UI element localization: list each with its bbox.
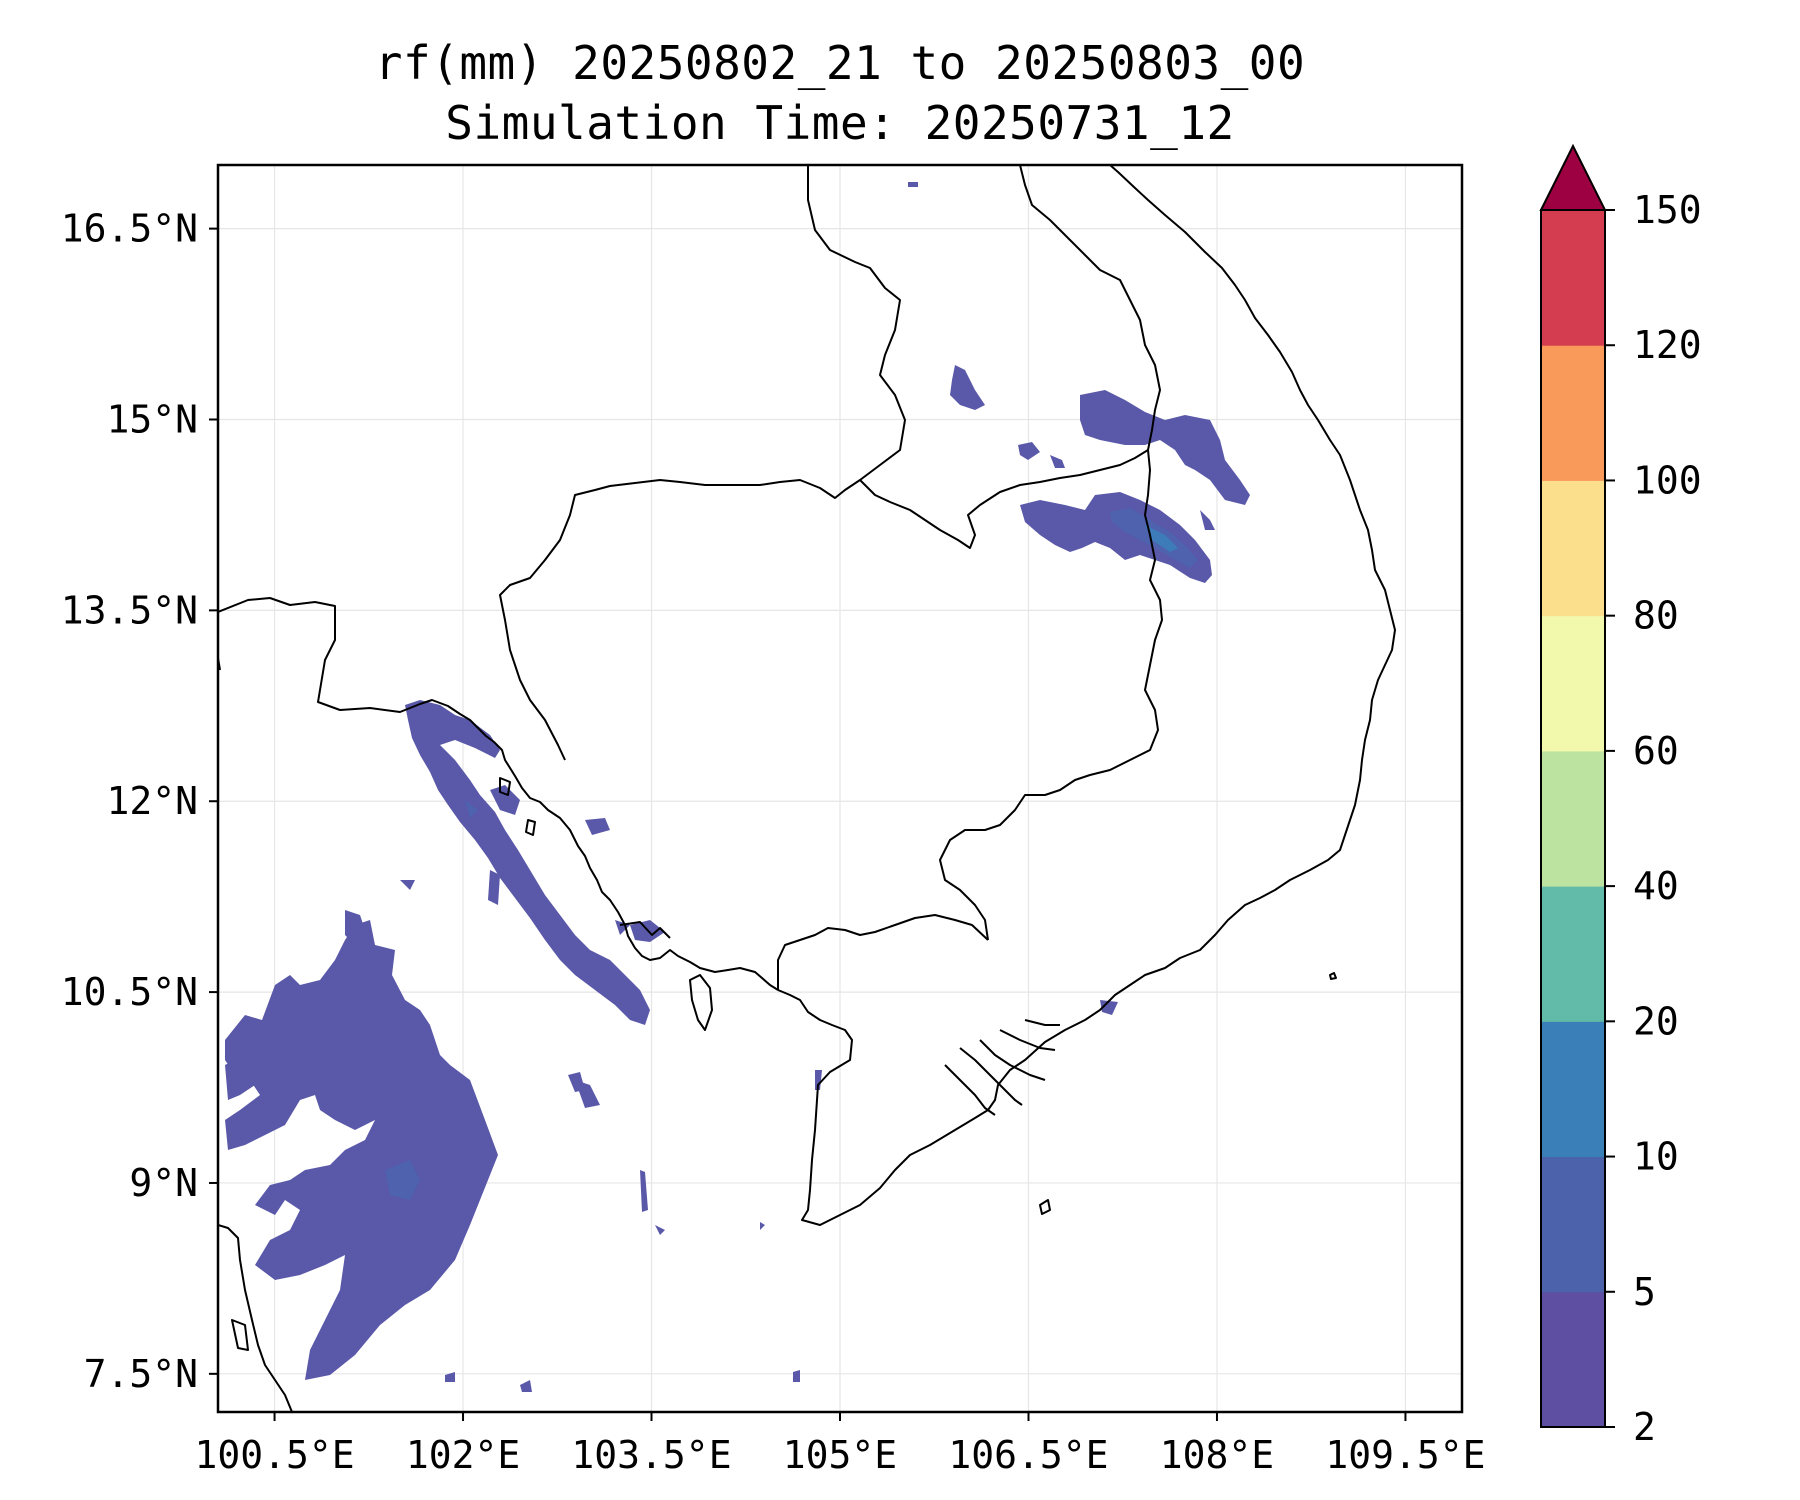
lon-tick-label: 106.5°E — [948, 1433, 1108, 1477]
colorbar-segment — [1541, 480, 1605, 617]
rain-region-east-coast-small — [1100, 1000, 1118, 1015]
thailand-cambodia-coast — [218, 597, 779, 991]
vietnam-south-coast — [777, 165, 1396, 1226]
lon-tick-label: 100.5°E — [194, 1433, 354, 1477]
rain-region-offshore-small-8 — [655, 1225, 665, 1235]
rain-region-offshore-small-5 — [568, 1072, 585, 1092]
map-title-line1: rf(mm) 20250802_21 to 20250803_00 — [374, 36, 1306, 90]
con-son-island — [1039, 1199, 1051, 1215]
lon-tick-label: 105°E — [783, 1433, 897, 1477]
rain-region-offshore-small-13 — [793, 1370, 800, 1382]
rain-region-offshore-small-12 — [520, 1380, 532, 1392]
coastlines-and-borders — [218, 165, 1396, 1412]
colorbar-segment — [1541, 1021, 1605, 1158]
colorbar-tick-label: 20 — [1633, 999, 1679, 1043]
colorbar-segment — [1541, 886, 1605, 1022]
cambodia-vietnam-border-south — [777, 914, 989, 990]
rain-core-gulf — [385, 1160, 420, 1200]
phu-quoc-island — [689, 974, 713, 1031]
colorbar-tick-label: 10 — [1633, 1135, 1679, 1179]
rain-region-gulf-blob — [345, 940, 372, 985]
lat-tick-label: 13.5°N — [61, 588, 198, 632]
small-island-east — [1329, 972, 1337, 980]
colorbar-tick-label: 60 — [1633, 729, 1679, 773]
lon-tick-label: 103.5°E — [571, 1433, 731, 1477]
thailand-islands — [231, 777, 536, 1351]
colorbar-segment — [1541, 615, 1605, 752]
longitude-axis: 100.5°E 102°E 103.5°E 105°E 106.5°E 108°E 109.… — [194, 1412, 1486, 1477]
rain-region-gulf-west-arm — [225, 1000, 310, 1100]
colorbar-tick-label: 120 — [1633, 323, 1702, 367]
lat-tick-label: 7.5°N — [84, 1352, 198, 1396]
rain-region-central-small-1 — [1018, 442, 1040, 460]
rain-region-offshore-small-7 — [640, 1170, 648, 1212]
lat-tick-label: 12°N — [106, 779, 198, 823]
lat-tick-label: 16.5°N — [61, 207, 198, 251]
rain-region-offshore-small-1 — [488, 870, 500, 905]
colorbar-segment — [1541, 210, 1605, 346]
laos-vietnam-border — [939, 165, 1163, 941]
rain-region-offshore-small-9 — [400, 880, 415, 890]
colorbar-segment — [1541, 1156, 1605, 1293]
colorbar-tick-label: 5 — [1633, 1270, 1656, 1314]
rain-peak-highlands — [1145, 525, 1178, 552]
rain-region-top-small — [908, 182, 918, 187]
rain-region-central-small-2 — [1050, 455, 1065, 468]
rainfall-10-20mm — [1145, 525, 1178, 552]
lon-tick-label: 109.5°E — [1325, 1433, 1485, 1477]
cambodia-laos-vietnam-borders — [499, 165, 906, 761]
colorbar: 2 5 10 20 40 60 80 100 120 150 — [1539, 143, 1702, 1449]
lon-tick-label: 108°E — [1160, 1433, 1274, 1477]
colorbar-tick-label: 100 — [1633, 458, 1702, 502]
rain-region-offshore-small-6 — [585, 818, 610, 835]
rain-region-coast-south — [490, 785, 520, 815]
rain-region-laos — [950, 365, 985, 410]
rain-region-central-highlands-b — [1020, 492, 1212, 583]
colorbar-extend-arrow — [1539, 143, 1607, 211]
rain-region-offshore-small-11 — [445, 1372, 455, 1382]
lat-tick-label: 9°N — [129, 1161, 198, 1205]
rain-region-mekong-small — [815, 1070, 822, 1090]
rain-region-west-coast — [405, 700, 650, 1025]
colorbar-segment — [1541, 1291, 1605, 1428]
lat-tick-label: 15°N — [106, 397, 198, 441]
mekong-delta-islands — [944, 1019, 1060, 1116]
rain-region-offshore-small-10 — [760, 1222, 765, 1230]
rain-core-coast — [465, 800, 478, 818]
latitude-axis: 16.5°N 15°N 13.5°N 12°N 10.5°N 9°N 7.5°N — [61, 207, 218, 1396]
colorbar-segment — [1541, 750, 1605, 887]
thailand-peninsula — [218, 1224, 293, 1412]
lon-tick-label: 102°E — [406, 1433, 520, 1477]
rain-region-gulf-north — [345, 910, 365, 945]
colorbar-segment — [1541, 345, 1605, 481]
rainfall-areas — [225, 182, 1250, 1392]
lat-tick-label: 10.5°N — [61, 970, 198, 1014]
colorbar-tick-label: 80 — [1633, 594, 1679, 638]
colorbar-tick-label: 2 — [1633, 1405, 1656, 1449]
rain-region-central-small-3 — [1200, 510, 1215, 530]
colorbar-tick-label: 40 — [1633, 864, 1679, 908]
laos-cambodia-border — [859, 449, 1149, 549]
koh-kong-coast — [619, 921, 671, 939]
colorbar-tick-label: 150 — [1633, 188, 1702, 232]
gridlines — [218, 165, 1462, 1412]
map-title-line2: Simulation Time: 20250731_12 — [445, 96, 1235, 150]
colorbar-frame — [1540, 209, 1606, 1428]
rain-region-central-highlands-a — [1080, 390, 1250, 505]
